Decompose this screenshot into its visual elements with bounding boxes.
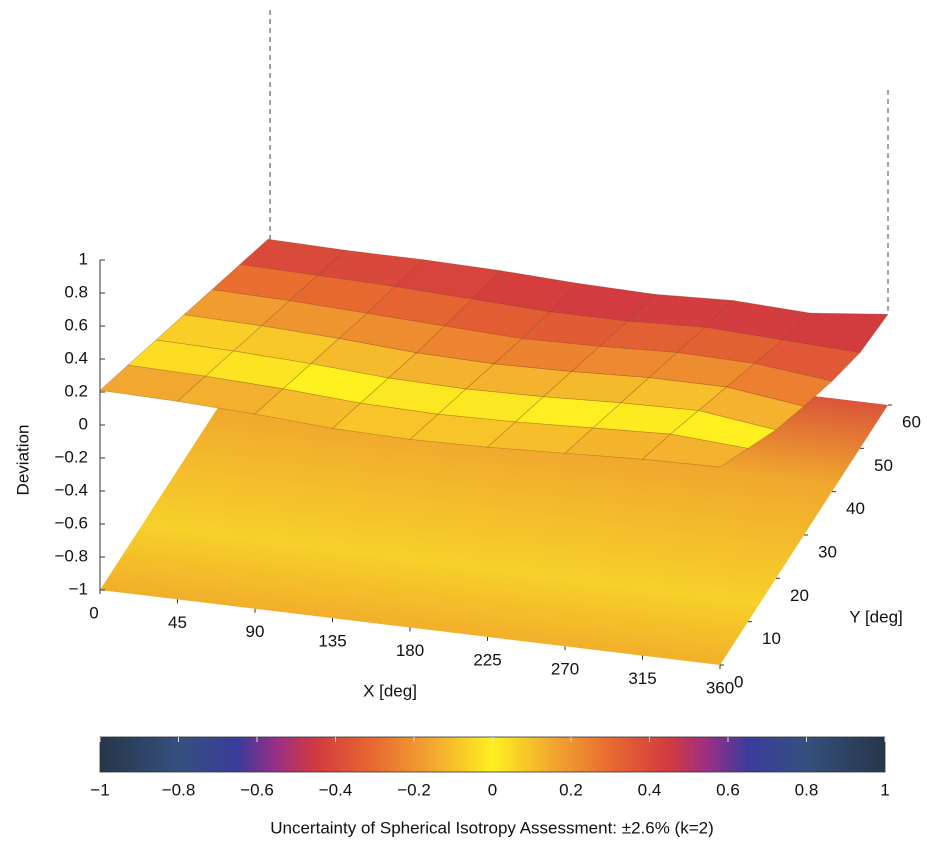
colorbar-tick-label: −0.6 (240, 780, 274, 799)
surface-patch (697, 386, 805, 431)
surface-patch (641, 433, 749, 468)
y-tick-label: 20 (790, 586, 809, 605)
y-tick-label: 10 (762, 629, 781, 648)
surface-patch (753, 339, 861, 382)
colorbar-tick-label: 1 (880, 780, 889, 799)
z-tick-label: −0.8 (54, 546, 88, 565)
y-axis-label: Y [deg] (849, 607, 903, 626)
colorbar-tick-label: 0.8 (795, 780, 819, 799)
colorbar-tick-label: −0.4 (319, 780, 353, 799)
colorbar-tick-label: 0.4 (638, 780, 662, 799)
colorbar-tick-label: 0 (488, 780, 497, 799)
colorbar-tick-label: 0.6 (716, 780, 740, 799)
colorbar-tick-label: −1 (90, 780, 109, 799)
y-tick-label: 40 (846, 499, 865, 518)
x-tick-label: 0 (89, 603, 98, 622)
y-tick-label: 60 (902, 412, 921, 431)
y-tick-label: 0 (734, 672, 743, 691)
z-tick-label: −1 (69, 579, 88, 598)
y-tick-label: 30 (818, 542, 837, 561)
surface-patch (781, 312, 889, 354)
colorbar-tick-label: −0.2 (397, 780, 431, 799)
z-tick-label: 0.8 (64, 282, 88, 301)
x-tick-label: 360 (706, 678, 734, 697)
z-tick-label: −0.2 (54, 447, 88, 466)
colorbar (99, 736, 886, 773)
x-tick-label: 315 (628, 669, 656, 688)
x-tick-label: 270 (551, 660, 579, 679)
x-tick-label: 45 (168, 613, 187, 632)
z-axis-label: Deviation (13, 425, 32, 496)
x-tick-label: 225 (473, 650, 501, 669)
caption: Uncertainty of Spherical Isotropy Assess… (270, 818, 714, 837)
x-tick-label: 180 (396, 641, 424, 660)
z-tick-label: −0.4 (54, 480, 88, 499)
colorbar-tick-label: 0.2 (559, 780, 583, 799)
z-tick-label: 0.6 (64, 315, 88, 334)
x-axis-label: X [deg] (363, 681, 417, 700)
y-tick-label: 50 (874, 456, 893, 475)
z-tick-label: 1 (79, 249, 88, 268)
z-tick-label: 0 (79, 414, 88, 433)
z-tick-label: 0.2 (64, 381, 88, 400)
x-tick-label: 90 (246, 622, 265, 641)
z-tick-label: −0.6 (54, 513, 88, 532)
x-tick-label: 135 (318, 632, 346, 651)
colorbar-tick-label: −0.8 (162, 780, 196, 799)
z-tick-label: 0.4 (64, 348, 88, 367)
surface-patch (669, 410, 777, 449)
